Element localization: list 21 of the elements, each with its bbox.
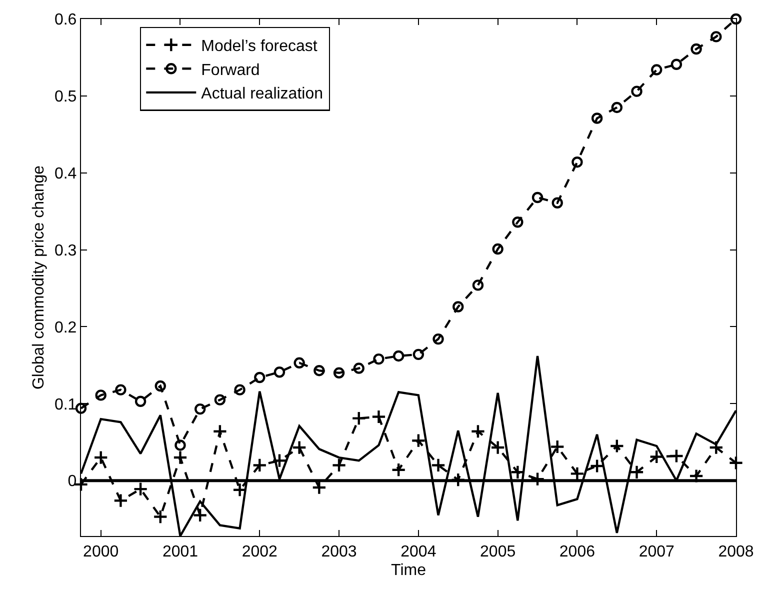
legend-label: Model’s forecast: [201, 38, 318, 56]
y-tick-label: 0.1: [54, 396, 77, 414]
y-axis-title: Global commodity price change: [30, 165, 48, 390]
x-tick-label: 2007: [638, 543, 675, 560]
x-tick-label: 2001: [162, 543, 198, 560]
x-tick-label: 2003: [321, 543, 357, 560]
y-tick-label: 0.6: [54, 12, 77, 29]
x-tick-label: 2006: [559, 543, 596, 560]
x-axis-title: Time: [391, 562, 426, 579]
legend-label: Actual realization: [201, 86, 323, 103]
x-tick-label: 2008: [718, 543, 754, 560]
y-tick-label: 0.5: [54, 88, 77, 106]
y-tick-label: 0.4: [54, 165, 77, 182]
x-tick-label: 2000: [83, 543, 119, 560]
legend-label: Forward: [201, 62, 260, 79]
x-tick-label: 2004: [400, 543, 436, 560]
y-tick-label: 0: [68, 473, 77, 490]
y-tick-label: 0.3: [54, 242, 77, 260]
y-tick-label: 0.2: [54, 319, 77, 336]
x-tick-label: 2002: [242, 543, 278, 560]
x-tick-label: 2005: [480, 543, 516, 560]
